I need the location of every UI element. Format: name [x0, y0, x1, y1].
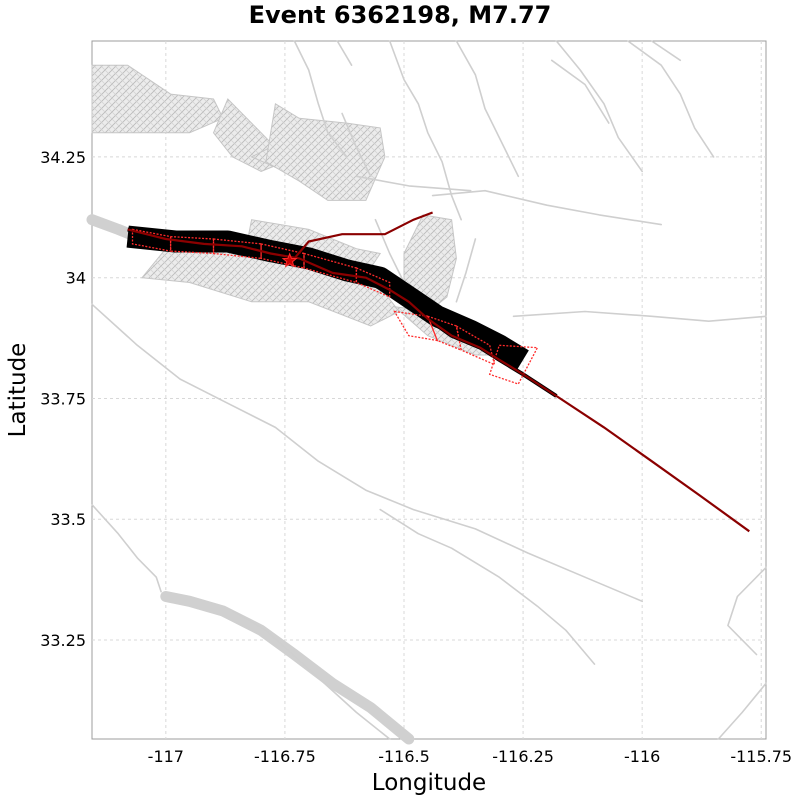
rupture-subsection-7 — [426, 315, 463, 352]
map-title: Event 6362198, M7.77 — [249, 1, 552, 29]
rupture-subsection-3 — [260, 243, 305, 269]
fault-trace-15 — [455, 238, 477, 303]
fault-trace-13 — [355, 175, 472, 192]
fault-trace-12 — [431, 189, 663, 226]
x-tick-label-116-5: -116.5 — [378, 747, 430, 766]
fault-trace-3 — [379, 508, 596, 665]
hypocenter-star-icon — [281, 252, 298, 268]
rupture-subsection-8 — [455, 324, 496, 366]
fault-trace-1 — [91, 503, 162, 593]
y-tick-label-33-75: 33.75 — [40, 389, 86, 408]
rupture-subsection-5 — [355, 267, 391, 298]
x-axis-label: Longitude — [372, 770, 486, 796]
y-tick-label-34: 34 — [66, 269, 86, 288]
x-axis-ticks: -117 -116.75 -116.5 -116.25 -116 -115.75 — [148, 747, 792, 766]
rupture-layer — [126, 211, 750, 533]
rupture-trace — [127, 228, 750, 533]
rupture-subsection-9 — [488, 344, 539, 385]
x-tick-label-115-75: -115.75 — [730, 747, 792, 766]
fault-trace-6 — [388, 40, 463, 221]
fault-trace-8 — [455, 40, 520, 178]
fault-trace-11 — [650, 40, 682, 62]
fault-trace-10 — [627, 40, 715, 158]
rupture-subsection-2 — [212, 238, 262, 260]
fault-trace-0 — [91, 303, 644, 603]
x-tick-label-116-75: -116.75 — [254, 747, 316, 766]
x-tick-label-117: -117 — [148, 747, 184, 766]
x-tick-label-116-25: -116.25 — [492, 747, 554, 766]
y-tick-label-33-5: 33.5 — [50, 510, 86, 529]
fault-trace-9 — [555, 40, 644, 173]
rupture-branch-trace — [293, 211, 433, 260]
fault-trace-17 — [341, 112, 372, 178]
fault-trace-2 — [231, 610, 391, 740]
fault-trace-16 — [512, 310, 767, 323]
rupture-surface — [126, 225, 529, 370]
y-tick-label-33-25: 33.25 — [40, 631, 86, 650]
rupture-subsection-0 — [131, 228, 172, 252]
y-tick-label-34-25: 34.25 — [40, 148, 86, 167]
thick-fault-trace-1 — [160, 591, 415, 745]
fault-trace-18 — [550, 59, 610, 124]
fault-trace-5 — [717, 682, 767, 740]
y-axis-label: Latitude — [5, 343, 31, 438]
y-axis-ticks: 34.25 34 33.75 33.5 33.25 — [40, 148, 86, 650]
fault-trace-19 — [336, 40, 353, 66]
plot-frame — [91, 40, 767, 740]
rupture-subsection-4 — [303, 252, 358, 284]
x-tick-label-116: -116 — [624, 747, 660, 766]
fault-trace-4 — [727, 566, 767, 656]
fault-trace-7 — [293, 40, 348, 158]
